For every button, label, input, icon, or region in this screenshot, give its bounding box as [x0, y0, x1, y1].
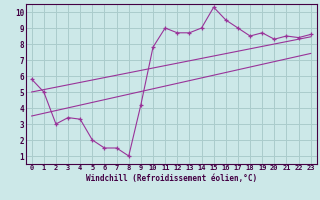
X-axis label: Windchill (Refroidissement éolien,°C): Windchill (Refroidissement éolien,°C) [86, 174, 257, 183]
